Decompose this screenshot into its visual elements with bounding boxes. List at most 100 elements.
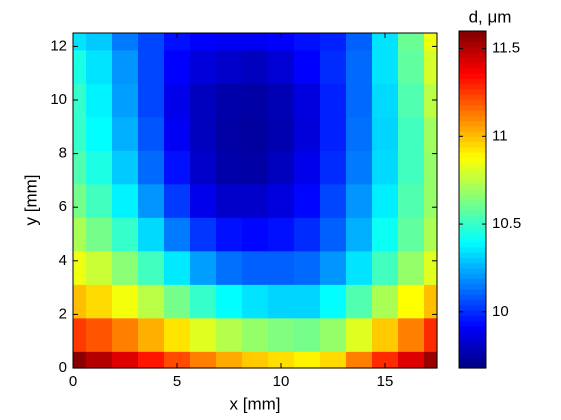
heat-cell: [398, 150, 425, 185]
heat-cell: [216, 150, 243, 185]
colorbar-tick-label: 11: [492, 127, 508, 144]
heat-cell: [112, 33, 139, 51]
heat-cell: [164, 49, 191, 84]
heat-cell: [242, 83, 269, 118]
heat-cell: [372, 317, 399, 352]
heat-cell: [294, 250, 321, 285]
heat-cell: [138, 33, 165, 51]
colorbar-swatch: [459, 257, 486, 264]
heat-cell: [372, 33, 399, 51]
heat-cell: [372, 116, 399, 151]
y-tick-label: 12: [50, 37, 67, 54]
colorbar-tick-label: 10: [492, 303, 509, 320]
heat-cell: [424, 351, 438, 369]
heat-cell: [346, 33, 373, 51]
heat-cell: [86, 284, 113, 319]
colorbar-swatch: [459, 178, 486, 185]
colorbar-swatch: [459, 131, 486, 137]
colorbar-swatch: [459, 236, 486, 243]
colorbar-swatch: [459, 36, 486, 43]
heat-cell: [398, 49, 425, 84]
colorbar-swatch: [459, 220, 486, 227]
y-tick-label: 10: [50, 91, 67, 108]
heat-cell: [320, 83, 347, 118]
heat-cell: [320, 284, 347, 319]
heat-cell: [73, 33, 87, 51]
heat-cell: [424, 317, 438, 352]
heat-cell: [294, 116, 321, 151]
heat-cell: [320, 183, 347, 218]
heat-cell: [216, 33, 243, 51]
colorbar-swatch: [459, 183, 486, 190]
heat-cell: [242, 217, 269, 252]
colorbar-swatch: [459, 94, 486, 101]
x-tick-label: 0: [69, 373, 77, 390]
colorbar-swatch: [459, 341, 486, 348]
heat-cell: [164, 116, 191, 151]
heat-cell: [216, 317, 243, 352]
heat-cell: [73, 49, 87, 84]
heat-cell: [346, 116, 373, 151]
heat-cell: [346, 217, 373, 252]
heat-cell: [372, 150, 399, 185]
heat-cell: [294, 317, 321, 352]
heat-cell: [112, 150, 139, 185]
heat-cell: [190, 83, 217, 118]
heat-cell: [320, 49, 347, 84]
heat-cell: [216, 351, 243, 369]
colorbar-swatch: [459, 57, 486, 64]
colorbar-swatch: [459, 141, 486, 148]
colorbar-swatch: [459, 104, 486, 111]
heat-cell: [424, 116, 438, 151]
heat-cell: [86, 116, 113, 151]
heat-cell: [320, 150, 347, 185]
colorbar-tick-label: 10.5: [492, 215, 521, 232]
heat-cell: [268, 317, 295, 352]
heat-cell: [190, 284, 217, 319]
colorbar-swatch: [459, 273, 486, 280]
x-tick-label: 15: [377, 373, 394, 390]
heat-cell: [294, 150, 321, 185]
heat-cell: [242, 317, 269, 352]
heat-cell: [112, 83, 139, 118]
colorbar-swatch: [459, 246, 486, 253]
heat-cell: [268, 150, 295, 185]
heat-cell: [190, 250, 217, 285]
heat-cell: [216, 116, 243, 151]
colorbar-swatch: [459, 241, 486, 248]
heat-cell: [190, 49, 217, 84]
colorbar-swatch: [459, 231, 486, 237]
colorbar-swatch: [459, 267, 486, 274]
heat-cell: [424, 150, 438, 185]
heat-cell: [216, 250, 243, 285]
colorbar-swatch: [459, 52, 486, 58]
heat-cell: [346, 83, 373, 118]
heat-cell: [372, 83, 399, 118]
x-tick-label: 10: [273, 373, 290, 390]
colorbar-swatch: [459, 352, 486, 359]
heat-cell: [398, 317, 425, 352]
heat-cell: [190, 33, 217, 51]
y-axis-label: y [mm]: [21, 175, 40, 226]
heat-cell: [320, 250, 347, 285]
colorbar-swatch: [459, 262, 486, 269]
colorbar-swatch: [459, 299, 486, 306]
heat-cell: [268, 250, 295, 285]
colorbar-swatch: [459, 146, 486, 153]
colorbar-swatch: [459, 136, 486, 143]
colorbar-swatch: [459, 357, 486, 364]
heat-cell: [320, 217, 347, 252]
heat-cell: [346, 284, 373, 319]
heat-cell: [294, 351, 321, 369]
heat-cell: [112, 317, 139, 352]
heat-cell: [372, 250, 399, 285]
colorbar-swatch: [459, 252, 486, 259]
colorbar-swatch: [459, 204, 486, 211]
heat-cell: [346, 49, 373, 84]
y-tick-label: 4: [59, 252, 67, 269]
colorbar-swatch: [459, 310, 486, 316]
heat-cell: [294, 83, 321, 118]
colorbar-swatch: [459, 88, 486, 95]
heat-cell: [73, 284, 87, 319]
heat-cell: [73, 250, 87, 285]
